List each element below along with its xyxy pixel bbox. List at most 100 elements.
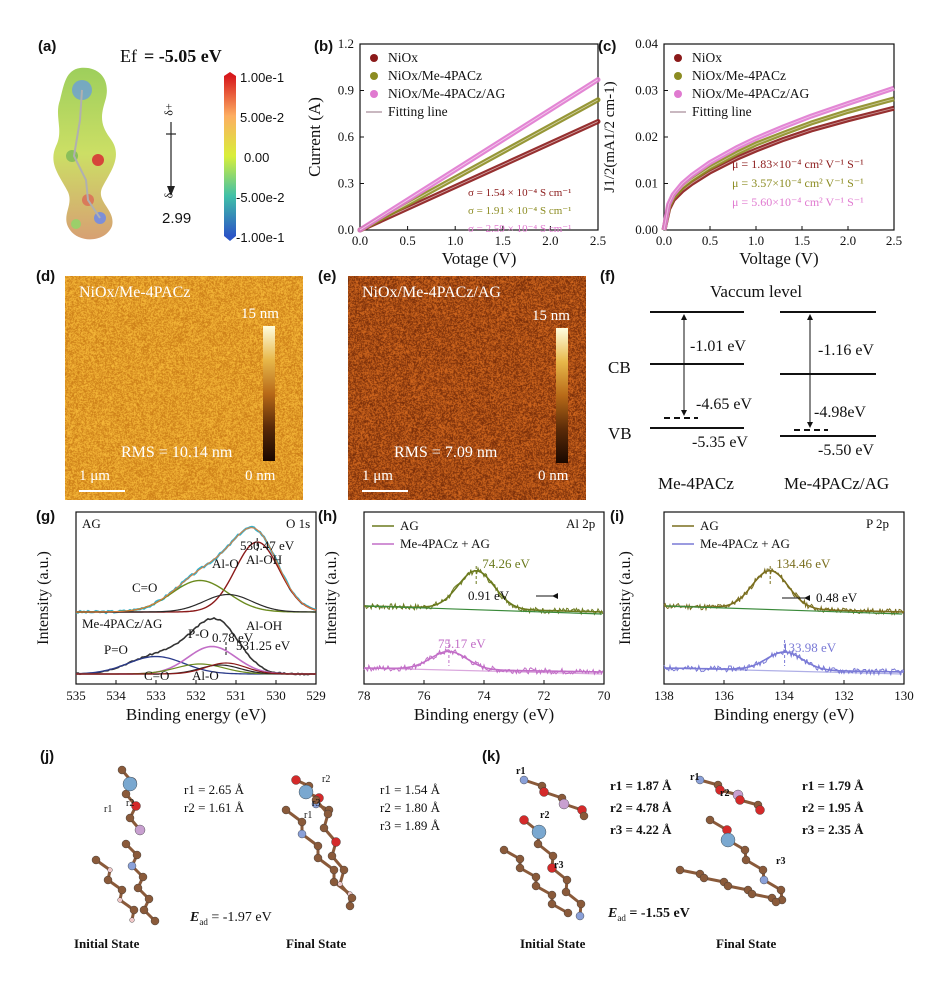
legend-label: NiOx/Me-4PACz <box>388 68 482 83</box>
molecule-atom <box>723 881 733 891</box>
baseline <box>665 605 903 615</box>
molecule-atom <box>150 916 160 926</box>
afm-d-rms: RMS = 10.14 nm <box>121 444 233 461</box>
legend-label: NiOx <box>692 50 722 65</box>
xps-spectrum-raw <box>363 566 604 616</box>
molecule-atom <box>579 811 589 821</box>
x-tick-label: 136 <box>714 688 734 703</box>
legend-marker <box>370 54 378 62</box>
dipole-value: 2.99 <box>162 210 192 227</box>
molecule-atom <box>705 815 715 825</box>
legend-label: Fitting line <box>388 104 448 119</box>
chart-i: 138 136 134 132 130 Binding energy (eV) Intens… <box>617 511 914 724</box>
molecule-atom <box>548 851 558 861</box>
baseline <box>665 667 903 675</box>
sample-label: AG <box>82 516 101 531</box>
molecule-atom <box>531 881 541 891</box>
legend-label: AG <box>400 518 419 533</box>
peak-position: 134.46 eV <box>776 556 831 571</box>
peak-shift: 0.48 eV <box>816 590 858 605</box>
panel-label-c: (c) <box>598 38 617 55</box>
vb-value-left: -5.35 eV <box>692 434 748 451</box>
molecule-atom <box>776 885 786 895</box>
panel-label-i: (i) <box>610 508 625 525</box>
bond-length-tag: r1 <box>690 772 699 783</box>
legend-label: NiOx/Me-4PACz <box>692 68 786 83</box>
chart-h: 78 76 74 72 70 Binding energy (eV) Intensity (… <box>323 511 611 724</box>
peak-position: 133.98 eV <box>782 640 837 655</box>
molecule-atom <box>71 219 81 229</box>
chart-c: 0.0 0.5 1.0 1.5 2.0 2.5 0.00 0.01 0.02 0.03 0.04 Vo… <box>602 36 902 268</box>
molecule-atom <box>499 845 509 855</box>
molecule-atom <box>319 823 329 833</box>
xps-spectrum-fit <box>363 650 603 673</box>
peak-position: 531.25 eV <box>236 638 291 653</box>
molecule-atom <box>127 861 137 871</box>
colorbar-tick: 5.00e-2 <box>240 110 285 125</box>
y-axis-label: Intensity (a.u.) <box>35 551 52 645</box>
k-r3-initial: r3 = 4.22 Å <box>610 822 672 837</box>
molecule-atom <box>771 897 781 907</box>
xps-fit <box>75 527 317 613</box>
molecule-atom <box>291 775 301 785</box>
core-level-label: O 1s <box>286 516 310 531</box>
x-tick-label: 531 <box>226 688 246 703</box>
molecule-atom <box>298 784 314 800</box>
y-tick-label: 0.04 <box>635 36 658 51</box>
sample-label: Me-4PACz/AG <box>82 616 162 631</box>
molecule-atom <box>133 883 143 893</box>
x-tick-label: 534 <box>106 688 126 703</box>
afm-e-scalebar: 1 μm <box>362 468 393 484</box>
afm-d-colorbar <box>263 326 275 461</box>
panel-label-d: (d) <box>36 268 56 285</box>
bond-length-tag: r2 <box>322 774 330 785</box>
peak-name: Al-O <box>192 668 219 683</box>
y-tick-label: 0.02 <box>635 129 658 144</box>
molecule-atom <box>715 785 725 795</box>
esp-molecule <box>53 67 116 240</box>
x-tick-label: 533 <box>146 688 166 703</box>
molecule-atom <box>134 824 146 836</box>
x-axis-label: Binding energy (eV) <box>714 705 854 724</box>
molecule-atom <box>297 817 307 827</box>
cb-value-right: -1.16 eV <box>818 342 874 359</box>
peak-name: Al-OH <box>246 618 282 633</box>
y-tick-label: 0.03 <box>635 83 658 98</box>
molecule-atom <box>547 863 557 873</box>
fermi-value-left: -4.65 eV <box>696 396 752 413</box>
molecule-atom <box>329 877 339 887</box>
energy-diagram <box>650 311 876 437</box>
shift-arrow-head <box>552 593 558 599</box>
j-r3-final: r3 = 1.89 Å <box>380 818 441 833</box>
x-tick-label: 1.0 <box>447 233 463 248</box>
x-tick-label: 74 <box>478 688 492 703</box>
x-tick-label: 1.0 <box>748 233 764 248</box>
fitting-line <box>359 99 599 231</box>
molecule-atom <box>759 875 769 885</box>
panel-label-b: (b) <box>314 38 334 55</box>
molecule-atom <box>337 881 343 887</box>
molecule-initial-j: r1 r2 <box>91 765 160 926</box>
baseline <box>365 605 603 615</box>
panel-j: r1 r2 r2 r1 r3 r1 = 2.65 Å r2 = 1.61 Å r1 =… <box>40 760 480 960</box>
molecule-atom <box>129 917 135 923</box>
esp-colorbar <box>224 72 236 241</box>
legend-label: NiOx/Me-4PACz/AG <box>388 86 506 101</box>
molecule-atom <box>129 905 139 915</box>
x-tick-label: 0.5 <box>702 233 718 248</box>
y-tick-label: 0.6 <box>338 129 355 144</box>
annotation-mobility: μ = 3.57×10⁻⁴ cm² V⁻¹ S⁻¹ <box>732 176 864 190</box>
molecule-atom <box>313 841 323 851</box>
x-tick-label: 138 <box>654 688 674 703</box>
molecule-atom <box>107 867 113 873</box>
molecule-atom <box>547 890 557 900</box>
molecule-atom <box>740 845 750 855</box>
x-tick-label: 529 <box>306 688 326 703</box>
cb-value-left: -1.01 eV <box>690 338 746 355</box>
molecule-initial-k: r1 r2 r3 <box>499 766 589 921</box>
molecule-atom <box>311 795 321 805</box>
x-tick-label: 535 <box>66 688 86 703</box>
k-r2-final: r2 = 1.95 Å <box>802 800 864 815</box>
bond-length-tag: r1 <box>104 804 112 815</box>
